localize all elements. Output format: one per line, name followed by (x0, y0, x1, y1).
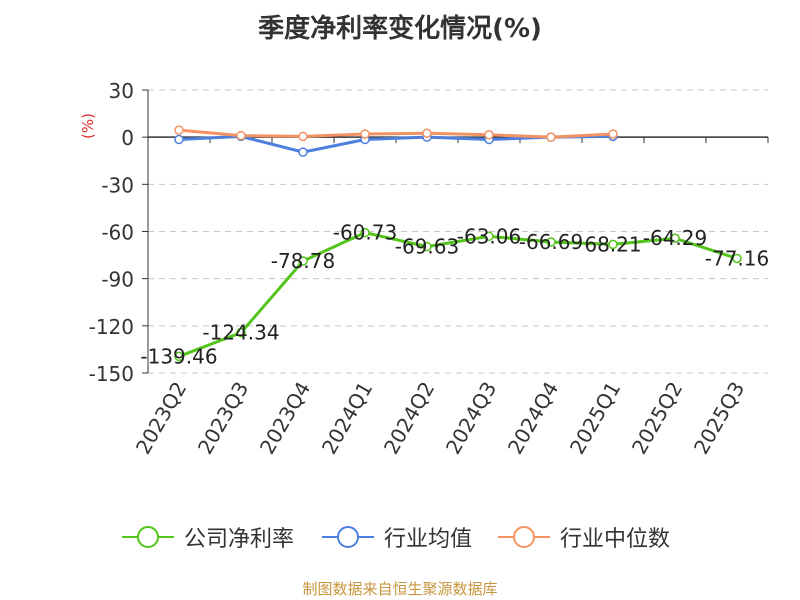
data-label: -124.34 (202, 321, 279, 345)
y-tick-label: -30 (101, 173, 134, 197)
legend-item-industry-average[interactable]: 行业均值 (322, 520, 472, 554)
series-point-2 (360, 129, 370, 139)
legend-item-company[interactable]: 公司净利率 (122, 520, 294, 554)
legend-label-average: 行业均值 (384, 527, 473, 552)
series-point-2 (422, 128, 432, 138)
y-tick-label: -60 (101, 221, 134, 245)
legend-marker-median-icon (498, 526, 550, 548)
series-point-1 (174, 134, 184, 145)
x-tick-label: 2025Q3 (689, 378, 749, 459)
legend-marker-average-icon (322, 526, 374, 548)
series-point-0 (484, 231, 494, 242)
series-point-2 (546, 132, 556, 142)
x-tick-label: 2024Q1 (317, 378, 377, 459)
legend-label-median: 行业中位数 (560, 527, 671, 552)
data-label: -66.69 (519, 230, 583, 254)
y-tick-label: -120 (89, 315, 134, 339)
series-point-0 (236, 327, 246, 338)
x-tick-label: 2024Q2 (379, 378, 439, 459)
series-point-0 (360, 227, 370, 238)
data-label: -139.46 (140, 344, 217, 368)
series-point-0 (670, 233, 680, 243)
x-tick-label: 2023Q4 (255, 378, 315, 459)
y-tick-label: -90 (101, 268, 134, 292)
series-point-0 (608, 239, 618, 250)
data-source-note: 制图数据来自恒生聚源数据库 (302, 580, 498, 598)
series-point-2 (484, 130, 494, 140)
series-point-0 (422, 241, 432, 252)
series-point-0 (298, 256, 308, 266)
series-point-2 (608, 129, 618, 139)
data-label: -64.29 (643, 226, 707, 250)
y-tick-label: -150 (89, 362, 134, 386)
legend-item-industry-median[interactable]: 行业中位数 (498, 520, 670, 554)
x-tick-label: 2023Q2 (131, 378, 191, 459)
y-axis-label: (%) (79, 113, 97, 139)
series-line-0 (178, 231, 738, 358)
legend-label-company: 公司净利率 (184, 527, 295, 552)
series-point-0 (546, 237, 556, 247)
data-label: -69.63 (395, 235, 459, 259)
x-tick-label: 2024Q3 (441, 378, 501, 459)
y-tick-label: 30 (109, 79, 134, 103)
series-point-2 (236, 130, 246, 141)
chart-title: 季度净利率变化情况(%) (258, 14, 542, 44)
x-tick-label: 2023Q3 (193, 378, 253, 459)
data-label: -60.73 (333, 221, 397, 245)
data-label: -63.06 (457, 224, 521, 248)
series-line-2 (178, 128, 614, 139)
series-point-1 (298, 147, 308, 157)
series-point-2 (174, 125, 184, 135)
x-tick-label: 2024Q4 (503, 378, 563, 459)
data-labels: -139.46-124.34-78.78-60.73-69.63-63.06-6… (140, 221, 769, 369)
data-label: -77.16 (705, 246, 769, 270)
legend-marker-company-icon (122, 526, 174, 548)
grid-lines (148, 89, 768, 374)
data-label: -78.78 (271, 249, 335, 273)
series-point-0 (174, 351, 184, 362)
series-point-2 (298, 131, 308, 142)
x-tick-label: 2025Q2 (627, 378, 687, 459)
x-tick-label: 2025Q1 (565, 378, 625, 459)
series-point-0 (732, 253, 742, 264)
data-label: 68.21 (584, 232, 641, 256)
series-lines (174, 125, 742, 362)
y-tick-label: 0 (121, 126, 134, 150)
